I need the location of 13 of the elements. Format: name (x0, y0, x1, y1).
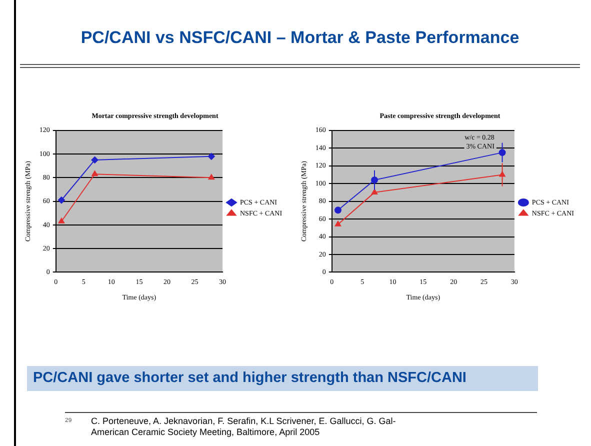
text: PC/CANI vs NSFC/CANI – Mortar & Paste Performance (80, 28, 520, 48)
point (334, 206, 342, 214)
point (91, 156, 98, 164)
point (58, 196, 65, 204)
point (92, 170, 98, 176)
point (208, 152, 215, 160)
point (208, 174, 214, 180)
text: American Ceramic Society Meeting, Baltimore, April 2005 (91, 427, 321, 438)
point (334, 220, 342, 226)
text: C. Porteneuve, A. Jeknavorian, F. Serafin, K.L Scrivener, E. Gallucci, G. Gal- (91, 416, 396, 427)
text: PC/CANI gave shorter set and higher strength than NSFC/CANI (27, 366, 538, 391)
point (371, 188, 378, 194)
point (58, 218, 65, 224)
